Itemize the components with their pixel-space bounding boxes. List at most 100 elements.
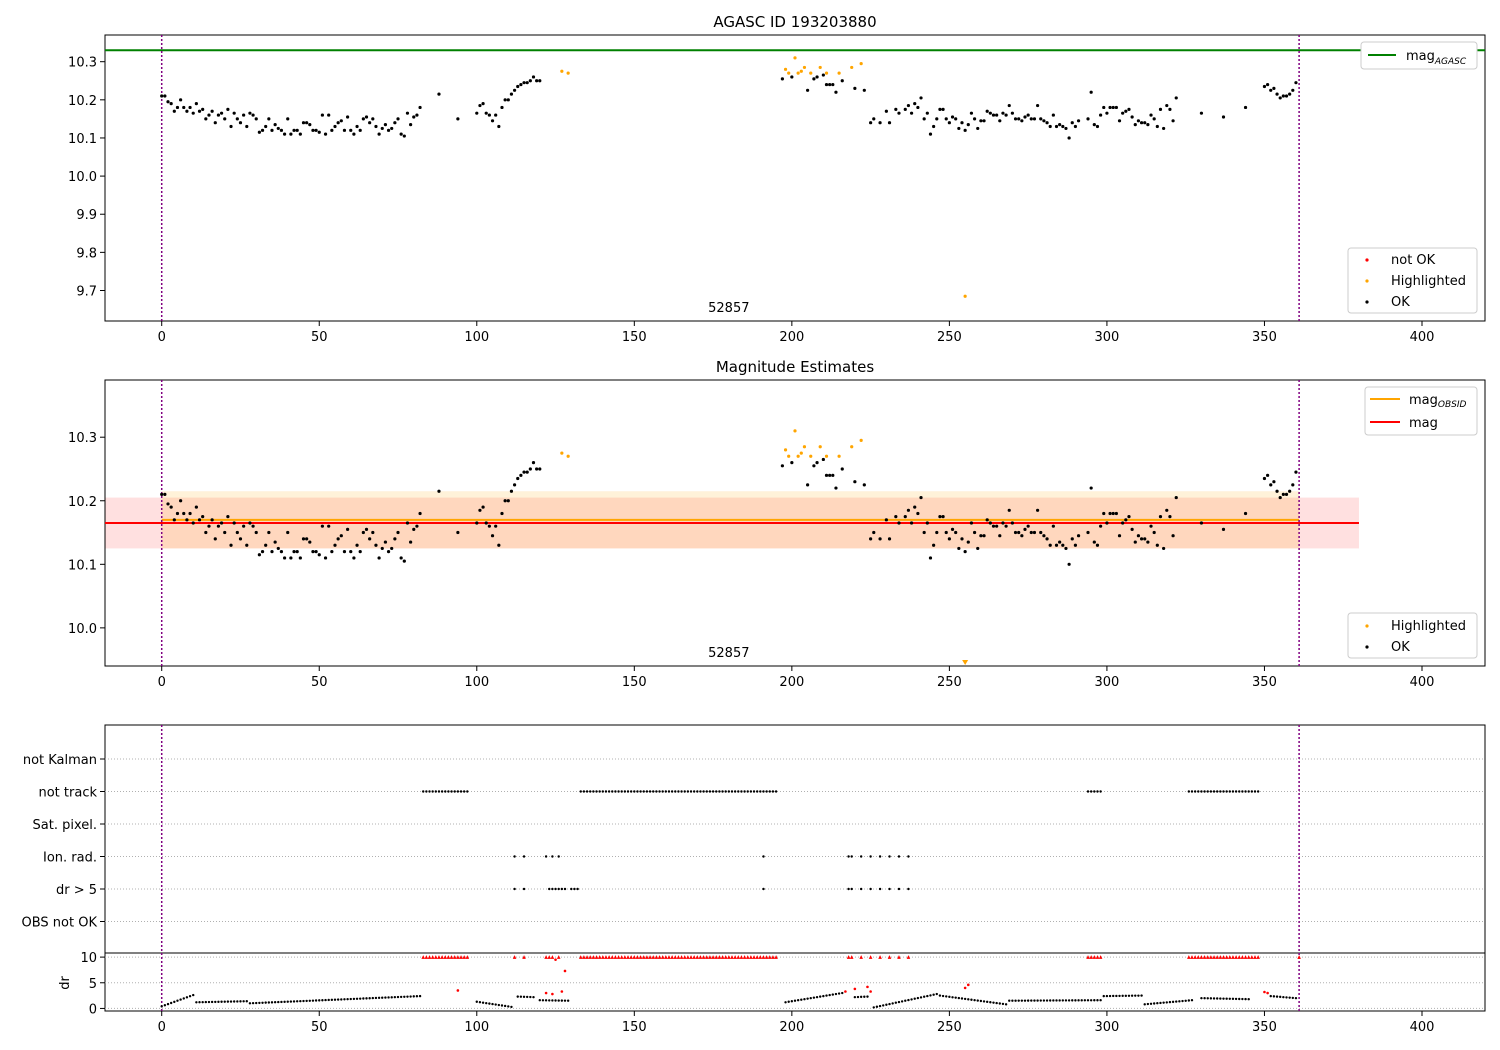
ok-point — [954, 117, 958, 121]
ok-point — [216, 113, 221, 117]
ok-point — [295, 128, 299, 132]
ok-point — [1026, 524, 1030, 528]
ok-point — [346, 115, 350, 119]
not-track-flag — [658, 790, 661, 793]
highlighted-point — [560, 69, 564, 73]
ok-point — [1023, 527, 1027, 531]
dr-capped-point — [437, 955, 441, 959]
ok-point — [995, 113, 999, 117]
ok-point — [512, 483, 517, 487]
dr-point — [796, 999, 800, 1002]
ok-point — [916, 511, 920, 516]
highlighted-point — [802, 445, 807, 449]
dr-point — [1140, 994, 1143, 997]
dr-point — [330, 998, 334, 1002]
dr-capped-point — [424, 955, 429, 959]
not-track-flag — [642, 790, 645, 793]
ok-point — [966, 123, 970, 127]
dr-red-point — [1263, 990, 1266, 994]
ion-rad-flag — [897, 855, 901, 858]
dr-point — [815, 995, 819, 999]
ok-point — [323, 132, 328, 136]
ok-point — [311, 550, 315, 554]
dr-point — [251, 1001, 255, 1005]
not-track-flag — [1093, 790, 1096, 793]
ok-point — [172, 518, 176, 522]
ok-point — [188, 105, 192, 110]
ok-point — [1111, 511, 1115, 516]
legend-mag-top: magOBSID mag — [1364, 386, 1478, 436]
legend-mag-bottom-box — [1347, 612, 1478, 659]
dr-red-point — [869, 990, 872, 993]
ok-point — [919, 495, 923, 500]
dr-point — [951, 996, 954, 999]
dr-capped-point — [604, 955, 608, 959]
ok-point — [305, 537, 309, 541]
ok-point — [282, 556, 287, 560]
not-track-flag — [711, 790, 715, 793]
dr-point — [365, 997, 368, 1000]
not-track-flag — [1228, 790, 1231, 793]
dr-flag — [522, 887, 526, 891]
ok-point — [1007, 508, 1011, 512]
highlighted-point — [560, 451, 564, 455]
dr-point — [261, 1001, 264, 1004]
x-tick-label: 400 — [1410, 675, 1435, 690]
ok-point — [364, 527, 369, 531]
dr-point — [1269, 994, 1272, 998]
dr-point — [239, 1000, 242, 1003]
not-track-flag — [459, 790, 463, 793]
ok-point — [815, 461, 819, 465]
dr-point — [418, 994, 422, 998]
panel-mag-estimates-ticks: 0 50 100 150 200 250 300 350 400 10.0 10.1 10.2 10.3 — [68, 431, 1434, 690]
dr-point — [1089, 999, 1093, 1002]
x-tick-label: 250 — [937, 675, 962, 690]
ok-point — [1171, 119, 1175, 123]
highlighted-point — [859, 438, 863, 442]
dr-capped-point — [1095, 955, 1100, 959]
ok-point — [935, 530, 939, 535]
ok-point — [1007, 103, 1011, 108]
dr-red-point — [544, 991, 548, 995]
ok-point — [386, 550, 391, 554]
ok-point — [358, 550, 362, 554]
dr-capped-point — [641, 955, 646, 959]
dr-flag — [859, 887, 863, 891]
ok-point — [1155, 543, 1159, 547]
panel-mag-estimates-points — [160, 429, 1298, 665]
x-tick-label: 100 — [464, 330, 489, 345]
ok-point — [938, 107, 942, 111]
dr-capped-point — [761, 955, 766, 959]
dr-point — [1001, 1002, 1005, 1006]
dr-point — [292, 1000, 296, 1003]
ok-point — [273, 540, 277, 544]
ok-point — [909, 111, 914, 115]
dr-point — [1124, 994, 1128, 998]
ok-point — [1121, 111, 1125, 115]
dr-capped-point — [1221, 955, 1226, 959]
ok-point — [1039, 117, 1043, 121]
dr-capped-point — [430, 955, 435, 959]
dr-point — [1247, 997, 1250, 1001]
ok-point — [286, 530, 290, 535]
ok-point — [969, 111, 974, 115]
highlighted-point — [837, 71, 841, 75]
not-track-flag — [617, 790, 620, 793]
ok-point — [824, 473, 829, 477]
not-track-flag — [440, 790, 444, 793]
dr-point — [258, 1001, 261, 1005]
ok-point — [925, 521, 929, 525]
dr-point — [1279, 995, 1282, 999]
x-tick-label: 300 — [1095, 330, 1120, 345]
dr-capped-point — [670, 955, 674, 959]
dr-capped-point — [897, 955, 901, 959]
ok-point — [1020, 119, 1024, 123]
not-track-flag — [652, 790, 655, 793]
ok-point — [932, 124, 936, 129]
ok-point — [229, 124, 233, 129]
legend-highlighted-swatch — [1365, 279, 1369, 283]
dr-capped-point — [868, 955, 873, 959]
dr-point — [1118, 994, 1121, 998]
legend-highlighted-label: Highlighted — [1391, 274, 1466, 289]
ok-point — [301, 121, 306, 125]
